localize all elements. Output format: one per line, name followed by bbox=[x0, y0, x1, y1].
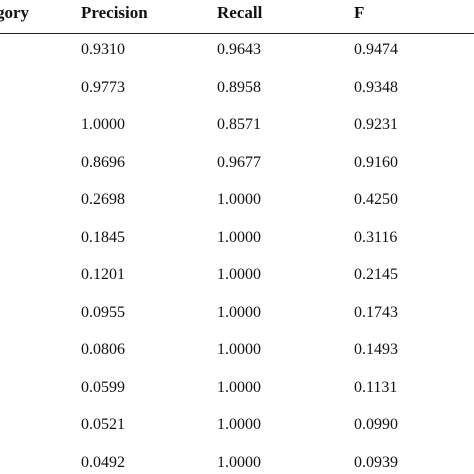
cell-f: 0.9474 bbox=[354, 41, 398, 58]
table-row: 0.1201 1.0000 0.2145 bbox=[0, 265, 474, 285]
cell-f: 0.3116 bbox=[354, 228, 398, 246]
table-row: 0.2698 1.0000 0.4250 bbox=[0, 190, 474, 210]
table-row: 0.0492 1.0000 0.0939 bbox=[0, 453, 474, 473]
cell-precision: 0.0599 bbox=[81, 378, 125, 396]
cell-recall: 1.0000 bbox=[217, 303, 261, 321]
cell-recall: 0.9643 bbox=[217, 41, 261, 58]
table-row: 0.9773 0.8958 0.9348 bbox=[0, 78, 474, 98]
cell-f: 0.0990 bbox=[354, 416, 398, 433]
cell-f: 0.9231 bbox=[354, 116, 398, 133]
table-row: 0.9310 0.9643 0.9474 bbox=[0, 40, 474, 60]
cell-recall: 1.0000 bbox=[217, 378, 261, 396]
cell-precision: 0.9773 bbox=[81, 78, 125, 96]
cell-f: 0.1493 bbox=[354, 341, 398, 358]
cell-precision: 0.0492 bbox=[81, 453, 125, 471]
table-row: 1.0000 0.8571 0.9231 bbox=[0, 115, 474, 135]
cell-f: 0.4250 bbox=[354, 191, 398, 208]
cell-precision: 0.2698 bbox=[81, 191, 125, 208]
cell-precision: 0.1845 bbox=[81, 228, 125, 246]
cell-precision: 0.8696 bbox=[81, 153, 125, 171]
header-rule bbox=[0, 33, 474, 34]
cell-precision: 0.9310 bbox=[81, 41, 125, 58]
cell-recall: 0.8571 bbox=[217, 116, 261, 133]
cell-precision: 0.0806 bbox=[81, 341, 125, 358]
cell-f: 0.9348 bbox=[354, 78, 398, 96]
cell-recall: 1.0000 bbox=[217, 416, 261, 433]
cell-recall: 1.0000 bbox=[217, 266, 261, 283]
cell-precision: 0.0521 bbox=[81, 416, 125, 433]
table-row: 0.0521 1.0000 0.0990 bbox=[0, 415, 474, 435]
cell-f: 0.9160 bbox=[354, 153, 398, 171]
table-row: 0.0955 1.0000 0.1743 bbox=[0, 303, 474, 323]
table-row: 0.0599 1.0000 0.1131 bbox=[0, 378, 474, 398]
header-f: F bbox=[354, 3, 365, 22]
cell-precision: 1.0000 bbox=[81, 116, 125, 133]
cell-f: 0.1743 bbox=[354, 303, 398, 321]
table-row: 0.0806 1.0000 0.1493 bbox=[0, 340, 474, 360]
cell-recall: 1.0000 bbox=[217, 453, 261, 471]
header-category: gory bbox=[0, 3, 30, 22]
cell-f: 0.2145 bbox=[354, 266, 398, 283]
header-recall: Recall bbox=[217, 3, 263, 22]
cell-recall: 1.0000 bbox=[217, 191, 261, 208]
table-row: 0.8696 0.9677 0.9160 bbox=[0, 153, 474, 173]
cell-precision: 0.0955 bbox=[81, 303, 125, 321]
cell-f: 0.0939 bbox=[354, 453, 398, 471]
cell-recall: 0.8958 bbox=[217, 78, 261, 96]
cell-recall: 1.0000 bbox=[217, 228, 261, 246]
header-precision: Precision bbox=[81, 3, 148, 22]
table-row: 0.1845 1.0000 0.3116 bbox=[0, 228, 474, 248]
cell-precision: 0.1201 bbox=[81, 266, 125, 283]
cell-recall: 0.9677 bbox=[217, 153, 261, 171]
cell-f: 0.1131 bbox=[354, 378, 398, 396]
cell-recall: 1.0000 bbox=[217, 341, 261, 358]
